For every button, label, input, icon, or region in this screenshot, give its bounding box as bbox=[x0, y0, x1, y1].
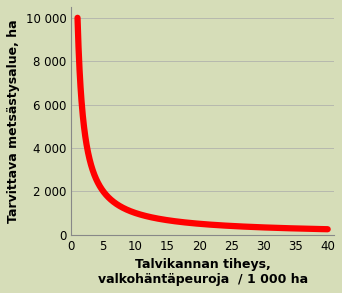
X-axis label: Talvikannan tiheys,
valkohäntäpeuroja  / 1 000 ha: Talvikannan tiheys, valkohäntäpeuroja / … bbox=[97, 258, 308, 286]
Y-axis label: Tarvittava metsästysalue, ha: Tarvittava metsästysalue, ha bbox=[7, 19, 20, 223]
